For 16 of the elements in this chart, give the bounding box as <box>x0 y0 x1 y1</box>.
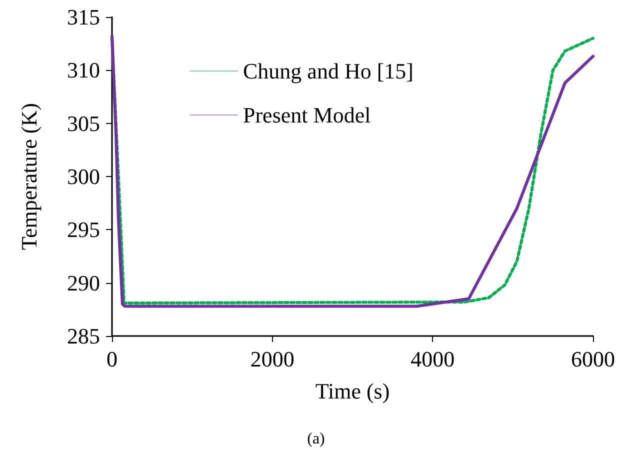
y-tick-label: 295 <box>67 217 100 242</box>
x-tick-label: 6000 <box>571 346 615 372</box>
y-axis-title: Temperature (K) <box>16 103 42 250</box>
y-tick-label: 305 <box>67 110 100 136</box>
y-tick-label: 285 <box>67 324 100 348</box>
x-axis-title: Time (s) <box>315 378 390 404</box>
y-tick-label: 310 <box>67 58 100 83</box>
y-tick-label: 300 <box>67 164 100 189</box>
legend-label: Chung and Ho [15] <box>243 58 414 84</box>
legend-label: Present Model <box>243 102 371 128</box>
y-tick-label: 290 <box>67 270 100 296</box>
x-tick-label: 0 <box>106 346 118 372</box>
x-tick-label: 2000 <box>250 346 294 372</box>
x-tick-label: 4000 <box>410 346 455 372</box>
y-tick-label: 315 <box>67 4 100 30</box>
text: (a) <box>307 430 325 448</box>
